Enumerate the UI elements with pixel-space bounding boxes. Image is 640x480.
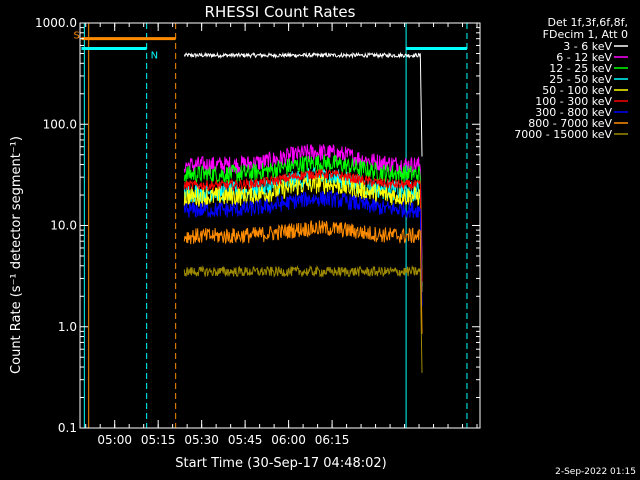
series-line-7 (183, 220, 423, 334)
y-tick-label-3: 100.0 (43, 117, 77, 131)
series-line-8 (183, 264, 423, 373)
saa-flag-label: S (73, 31, 79, 42)
legend-entry-5: 100 - 300 keV (535, 95, 612, 108)
legend-header-0: Det 1f,3f,6f,8f, (547, 16, 628, 29)
series-line-0 (183, 51, 423, 157)
legend-entry-2: 12 - 25 keV (549, 62, 612, 75)
y-tick-label-0: 0.1 (58, 421, 77, 435)
legend-entry-6: 300 - 800 keV (535, 106, 612, 119)
plot-axes: 0.1 1.0 10.0 100.0 1000.0 05:00 05:15 05:30 05:4… (35, 16, 481, 447)
legend-entry-3: 25 - 50 keV (549, 73, 612, 86)
legend: Det 1f,3f,6f,8f,FDecim 1, Att 03 - 6 keV… (514, 16, 628, 141)
legend-entry-8: 7000 - 15000 keV (514, 128, 612, 141)
legend-entry-0: 3 - 6 keV (563, 40, 612, 53)
chart-title: RHESSI Count Rates (205, 3, 356, 21)
y-axis-label: Count Rate (s⁻¹ detector segment⁻¹) (9, 136, 24, 374)
legend-entry-1: 6 - 12 keV (556, 51, 612, 64)
x-tick-label-3: 05:45 (228, 433, 263, 447)
series-line-5 (183, 168, 423, 282)
x-tick-label-4: 06:00 (271, 433, 306, 447)
series-line-6 (183, 189, 423, 307)
x-tick-label-1: 05:15 (141, 433, 176, 447)
y-tick-label-2: 10.0 (50, 219, 77, 233)
x-tick-label-0: 05:00 (97, 433, 132, 447)
plot-data-layer: SN (73, 23, 468, 428)
legend-entry-7: 800 - 7000 keV (528, 117, 612, 130)
y-tick-label-1: 1.0 (58, 320, 77, 334)
x-tick-label-5: 06:15 (315, 433, 350, 447)
x-tick-label-2: 05:30 (184, 433, 219, 447)
y-tick-label-4: 1000.0 (35, 16, 77, 30)
legend-entry-4: 50 - 100 keV (542, 84, 612, 97)
x-axis-label: Start Time (30-Sep-17 04:48:02) (175, 456, 386, 471)
footer-timestamp: 2-Sep-2022 01:15 (555, 467, 636, 477)
legend-header-1: FDecim 1, Att 0 (543, 28, 628, 41)
night-flag-label: N (151, 50, 158, 61)
series-line-4 (183, 174, 423, 293)
series-line-1 (183, 144, 423, 261)
